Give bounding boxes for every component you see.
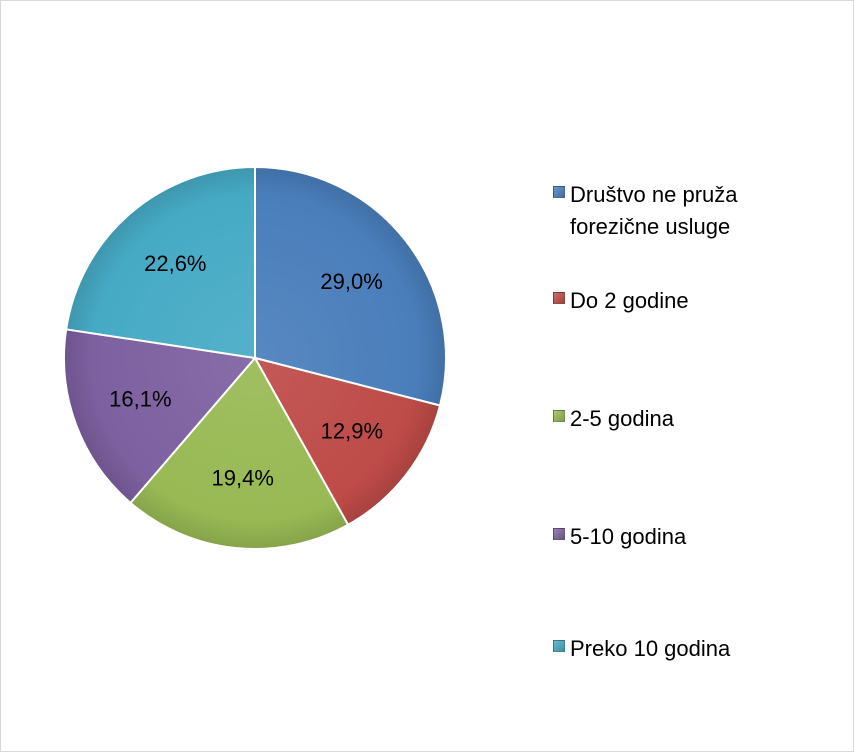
- legend-swatch-1: [553, 292, 565, 304]
- pie-slice-0: [254, 165, 447, 407]
- pie-slice-1: [252, 356, 442, 527]
- slice-value-label-4: 22,6%: [144, 251, 206, 276]
- slice-value-label-1: 12,9%: [321, 418, 383, 443]
- legend-item-4: Preko 10 godina: [553, 633, 810, 665]
- legend-swatch-2: [553, 410, 565, 422]
- legend-label-3: 5-10 godina: [570, 524, 687, 549]
- legend-item-2: 2-5 godina: [553, 403, 810, 435]
- legend-label-4: Preko 10 godina: [570, 636, 731, 661]
- legend-label-2: 2-5 godina: [570, 406, 674, 431]
- pie-slice-3: [63, 328, 257, 505]
- pie-slice-2: [129, 356, 350, 550]
- legend-swatch-3: [553, 528, 565, 540]
- legend-item-3: 5-10 godina: [553, 521, 810, 553]
- slice-value-label-0: 29,0%: [320, 269, 382, 294]
- pie-slice-4: [65, 165, 256, 360]
- legend-label-1: Do 2 godine: [570, 288, 689, 313]
- legend-swatch-4: [553, 640, 565, 652]
- slice-value-label-3: 16,1%: [109, 386, 171, 411]
- legend-item-1: Do 2 godine: [553, 285, 810, 317]
- slice-value-label-2: 19,4%: [212, 465, 274, 490]
- legend-swatch-0: [553, 186, 565, 198]
- legend-item-0: Društvo ne pruža forezične usluge: [553, 179, 810, 243]
- legend-label-0: Društvo ne pruža forezične usluge: [570, 182, 738, 239]
